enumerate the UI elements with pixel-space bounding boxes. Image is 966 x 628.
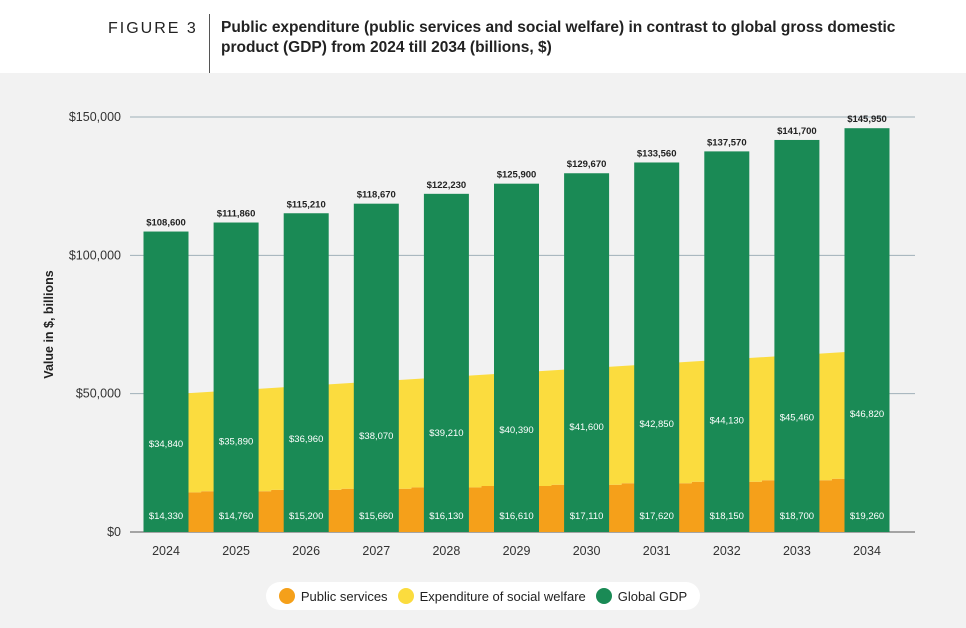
social-welfare-value-label: $36,960 [289, 434, 323, 445]
gdp-bar [353, 203, 399, 532]
social-welfare-value-label: $35,890 [219, 437, 253, 448]
gdp-value-label: $133,560 [637, 148, 677, 159]
social-welfare-value-label: $34,840 [149, 439, 183, 450]
gdp-bar [634, 162, 680, 532]
gdp-value-label: $118,670 [357, 190, 396, 201]
social-welfare-value-label: $41,600 [569, 422, 603, 433]
x-tick-label: 2030 [573, 544, 601, 558]
gdp-value-label: $129,670 [567, 159, 607, 170]
public-services-value-label: $17,620 [640, 511, 674, 522]
y-tick-label: $100,000 [69, 248, 121, 262]
public-services-value-label: $16,130 [429, 511, 463, 522]
x-tick-label: 2034 [853, 544, 881, 558]
public-services-value-label: $15,200 [289, 511, 323, 522]
y-tick-label: $0 [107, 525, 121, 539]
public-services-value-label: $15,660 [359, 511, 393, 522]
legend-item: Expenditure of social welfare [397, 588, 586, 604]
legend-item: Global GDP [595, 588, 688, 604]
public-services-value-label: $14,330 [149, 511, 183, 522]
legend-swatch [278, 588, 295, 604]
legend-label: Expenditure of social welfare [419, 588, 586, 604]
legend-label: Global GDP [617, 588, 688, 604]
x-tick-label: 2032 [713, 544, 741, 558]
gdp-value-label: $141,700 [777, 126, 817, 137]
public-services-value-label: $17,110 [570, 511, 604, 522]
legend-swatch [397, 588, 414, 604]
figure-title: Public expenditure (public services and … [221, 19, 896, 56]
legend-label: Public services [300, 588, 388, 604]
public-services-value-label: $19,260 [850, 511, 884, 522]
social-welfare-value-label: $42,850 [640, 419, 674, 430]
public-services-value-label: $14,760 [219, 511, 253, 522]
legend-box: Public services Expenditure of social wel… [265, 582, 701, 610]
public-services-value-label: $18,700 [780, 511, 814, 522]
gdp-bar [423, 193, 469, 533]
header-divider [209, 14, 210, 73]
social-welfare-value-label: $40,390 [499, 425, 533, 436]
legend-item: Public services [278, 588, 388, 604]
gdp-value-label: $122,230 [427, 180, 467, 191]
x-tick-label: 2025 [222, 544, 250, 558]
gdp-value-label: $125,900 [497, 170, 537, 181]
gdp-value-label: $115,210 [287, 199, 326, 210]
social-welfare-value-label: $46,820 [850, 409, 884, 420]
x-tick-label: 2026 [292, 544, 320, 558]
gdp-value-label: $137,570 [707, 137, 747, 148]
data-labels: $108,600 $111,860 $115,210 $118,670 $122,230… [146, 114, 887, 522]
social-welfare-value-label: $39,210 [429, 428, 463, 439]
gdp-bar [494, 183, 539, 532]
gdp-bar [283, 213, 329, 533]
figure-header: FIGURE 3 Public expenditure (public serv… [0, 0, 966, 73]
gdp-bar [704, 151, 750, 533]
axes: $0 $50,000 $100,000 $150,000 Value in $, bil… [42, 110, 881, 558]
x-tick-label: 2024 [152, 544, 180, 558]
gdp-bar [213, 222, 259, 532]
x-tick-label: 2029 [503, 544, 531, 558]
gdp-value-label: $108,600 [146, 218, 186, 229]
gdp-bar [143, 231, 189, 533]
gdp-bar [844, 128, 890, 532]
public-services-value-label: $16,610 [499, 511, 533, 522]
gdp-bars [143, 128, 890, 533]
figure-label: FIGURE 3 [108, 20, 198, 37]
x-tick-label: 2028 [432, 544, 460, 558]
gdp-bar [774, 139, 820, 533]
legend: Public services Expenditure of social wel… [0, 582, 966, 610]
x-tick-label: 2033 [783, 544, 811, 558]
social-welfare-value-label: $44,130 [710, 416, 744, 427]
social-welfare-value-label: $38,070 [359, 431, 393, 442]
gdp-value-label: $111,860 [217, 209, 256, 220]
legend-swatch [595, 588, 612, 604]
public-services-value-label: $18,150 [710, 511, 744, 522]
x-tick-label: 2031 [643, 544, 671, 558]
gdp-value-label: $145,950 [847, 114, 887, 125]
gdp-bar [564, 173, 610, 532]
social-welfare-value-label: $45,460 [780, 412, 814, 423]
y-axis-title: Value in $, billions [42, 270, 56, 378]
y-tick-label: $50,000 [76, 387, 121, 401]
y-tick-label: $150,000 [69, 110, 121, 124]
x-tick-label: 2027 [362, 544, 390, 558]
